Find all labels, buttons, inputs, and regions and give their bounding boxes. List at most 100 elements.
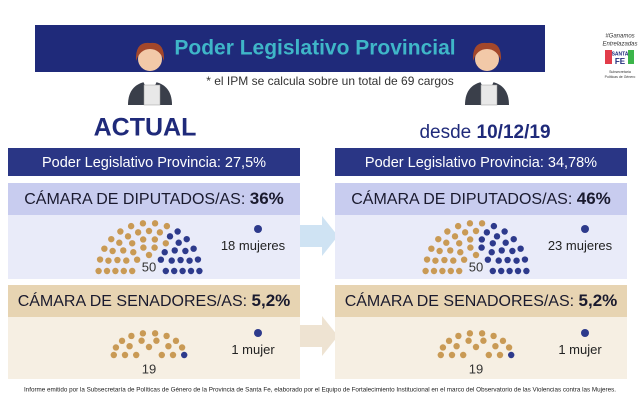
seat-woman xyxy=(495,257,502,264)
seat xyxy=(128,332,135,340)
seat xyxy=(103,267,111,275)
seat xyxy=(447,247,454,254)
seat xyxy=(139,330,147,337)
legend-dot xyxy=(581,225,589,233)
summary-band xyxy=(8,148,300,176)
seat xyxy=(432,257,439,264)
women-label: mujer xyxy=(242,342,275,357)
seat-woman xyxy=(183,235,190,243)
seat xyxy=(450,257,457,264)
seat-woman xyxy=(175,239,182,246)
seat xyxy=(448,351,456,359)
seat-woman xyxy=(498,247,505,254)
seat xyxy=(96,256,104,263)
seat-woman xyxy=(504,256,511,264)
hemicycle xyxy=(437,330,515,359)
seat xyxy=(123,257,130,264)
seat xyxy=(441,256,448,264)
column-heading: desde 10/12/19 xyxy=(419,122,550,143)
seat xyxy=(129,240,136,247)
seat xyxy=(445,337,453,345)
seat xyxy=(151,330,159,337)
chamber-label: CÁMARA DE SENADORES/AS: xyxy=(18,291,247,310)
seat xyxy=(460,351,467,359)
seat xyxy=(130,249,137,256)
seat xyxy=(145,251,153,259)
seat xyxy=(455,332,462,340)
women-number: 1 xyxy=(231,342,238,357)
chamber-body xyxy=(335,317,627,379)
seat xyxy=(158,351,165,359)
chamber-percent: 5,2% xyxy=(579,291,618,310)
seat xyxy=(178,344,186,351)
seat xyxy=(139,236,147,243)
seat xyxy=(162,240,169,247)
seat xyxy=(145,227,153,235)
seat xyxy=(120,267,128,275)
seat xyxy=(108,235,115,243)
seat-woman xyxy=(166,233,174,240)
seat xyxy=(101,245,108,252)
chamber-percent: 36% xyxy=(250,189,284,208)
seat xyxy=(172,337,180,345)
seat-woman xyxy=(162,267,169,275)
seat xyxy=(153,337,160,344)
seat-woman xyxy=(186,257,193,264)
summary: Poder Legislativo Provincia: 27,5% xyxy=(42,155,266,171)
seat-total: 50 xyxy=(469,259,483,274)
seat xyxy=(95,267,102,275)
seat xyxy=(169,351,177,359)
seat xyxy=(151,244,158,251)
seat-woman xyxy=(489,240,496,247)
chamber-header xyxy=(335,285,627,317)
seat-total: 19 xyxy=(469,361,483,376)
hemicycle xyxy=(110,330,188,359)
logo-text: Subsecretaría xyxy=(609,70,631,74)
legend-dot xyxy=(581,329,589,337)
seat xyxy=(478,220,486,227)
seat-woman xyxy=(493,233,501,240)
seat-woman xyxy=(510,235,517,243)
women-number: 1 xyxy=(558,342,565,357)
seat-woman xyxy=(502,239,509,246)
seat xyxy=(492,342,499,350)
seat-woman xyxy=(168,257,175,264)
seat xyxy=(466,236,474,243)
seat-woman xyxy=(523,267,530,275)
seat-woman xyxy=(513,257,520,264)
seat xyxy=(436,247,443,255)
women-label: mujer xyxy=(569,342,602,357)
summary: Poder Legislativo Provincia: 34,78% xyxy=(365,155,597,171)
seat-woman xyxy=(182,247,189,255)
woman-icon xyxy=(465,42,509,106)
seat-woman xyxy=(171,247,178,254)
chamber-header xyxy=(335,183,627,215)
seat xyxy=(447,267,454,275)
seat-woman xyxy=(498,267,505,275)
women-label: mujeres xyxy=(239,238,286,253)
seat-woman xyxy=(483,229,491,236)
seat-woman xyxy=(508,351,515,359)
seat xyxy=(439,267,446,275)
seat xyxy=(110,351,118,359)
woman-icon xyxy=(128,42,172,106)
seat-woman xyxy=(190,245,197,252)
seat xyxy=(109,247,116,255)
seat xyxy=(461,229,469,236)
seat-woman xyxy=(478,244,485,251)
seat xyxy=(480,337,487,344)
seat xyxy=(145,343,153,351)
women-count: 1 mujer xyxy=(558,342,602,357)
seat xyxy=(457,249,464,256)
seat xyxy=(140,244,147,251)
seat xyxy=(454,222,462,230)
chamber-label: CÁMARA DE DIPUTADOS/AS: xyxy=(24,189,245,208)
seat-total: 50 xyxy=(142,259,156,274)
seat xyxy=(422,267,429,275)
seat xyxy=(428,245,435,252)
seat xyxy=(499,337,507,345)
seat xyxy=(423,256,431,263)
chamber-title: CÁMARA DE DIPUTADOS/AS: 46% xyxy=(351,189,611,208)
seat xyxy=(490,332,497,340)
seat-woman xyxy=(488,249,495,256)
